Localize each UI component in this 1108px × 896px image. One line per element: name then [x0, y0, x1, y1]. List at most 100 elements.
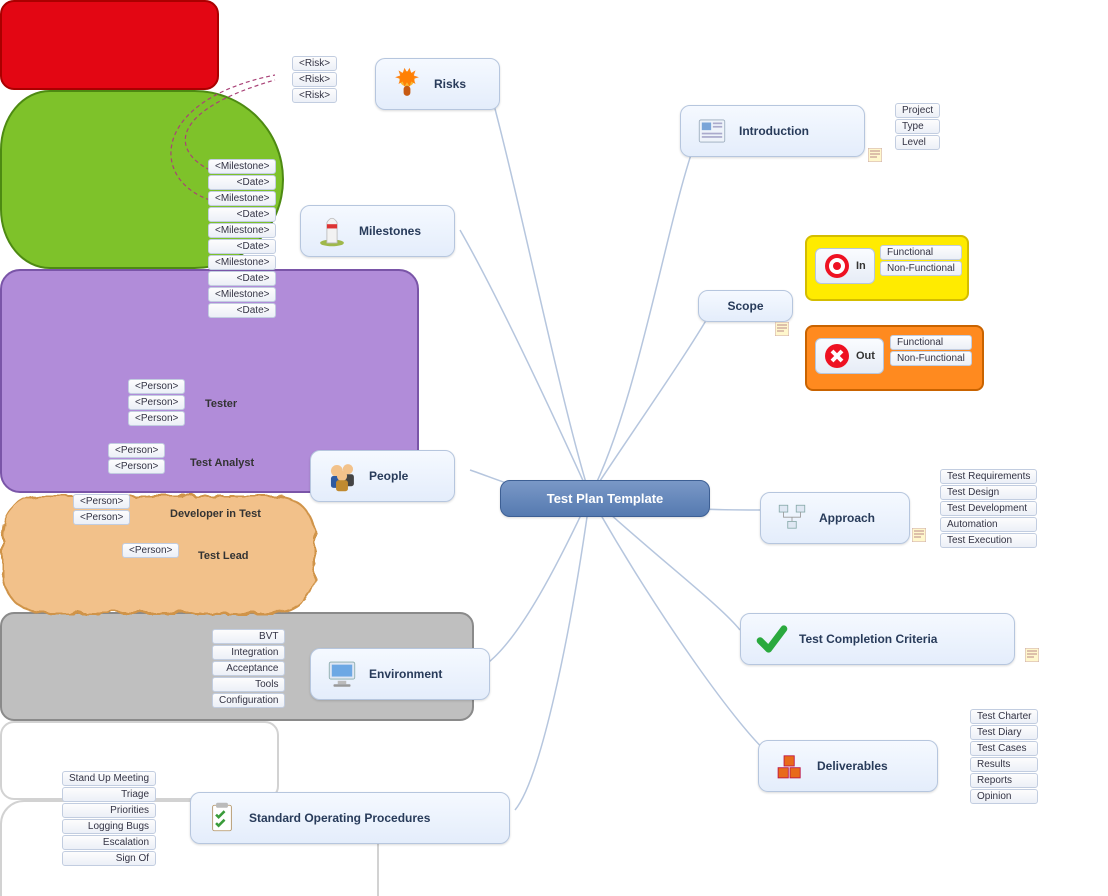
list-item[interactable]: Opinion	[970, 789, 1038, 804]
devtest-children: <Person> <Person>	[73, 493, 130, 526]
risks-children: <Risk> <Risk> <Risk>	[292, 55, 337, 104]
list-item[interactable]: <Person>	[108, 459, 165, 474]
list-item[interactable]: Configuration	[212, 693, 285, 708]
scope-in-node[interactable]: In	[815, 248, 875, 284]
list-item[interactable]: <Milestone>	[208, 159, 276, 174]
list-item[interactable]: <Milestone>	[208, 287, 276, 302]
note-icon[interactable]	[1025, 648, 1039, 662]
list-item[interactable]: Automation	[940, 517, 1037, 532]
environment-node[interactable]: Environment	[310, 648, 490, 700]
scope-in-label: In	[856, 260, 866, 272]
introduction-node[interactable]: Introduction	[680, 105, 865, 157]
risks-node[interactable]: Risks	[375, 58, 500, 110]
role-devtest[interactable]: Developer in Test	[170, 508, 261, 520]
list-item[interactable]: Test Development	[940, 501, 1037, 516]
list-item[interactable]: <Milestone>	[208, 223, 276, 238]
sop-children: Stand Up Meeting Triage Priorities Loggi…	[62, 770, 156, 867]
introduction-children: Project Type Level	[895, 102, 940, 151]
newspaper-icon	[695, 114, 729, 148]
scope-out-node[interactable]: Out	[815, 338, 884, 374]
list-item[interactable]: Escalation	[62, 835, 156, 850]
list-item[interactable]: BVT	[212, 629, 285, 644]
list-item[interactable]: <Date>	[208, 175, 276, 190]
list-item[interactable]: Acceptance	[212, 661, 285, 676]
milestones-label: Milestones	[359, 224, 421, 238]
list-item[interactable]: Reports	[970, 773, 1038, 788]
note-icon[interactable]	[775, 322, 789, 336]
list-item[interactable]: <Person>	[128, 411, 185, 426]
list-item[interactable]: Logging Bugs	[62, 819, 156, 834]
scope-node[interactable]: Scope	[698, 290, 793, 322]
list-item[interactable]: Priorities	[62, 803, 156, 818]
scope-out-label: Out	[856, 350, 875, 362]
list-item[interactable]: Non-Functional	[880, 261, 962, 276]
explosion-icon	[390, 67, 424, 101]
note-icon[interactable]	[912, 528, 926, 542]
tester-children: <Person> <Person> <Person>	[128, 378, 185, 427]
note-icon[interactable]	[868, 148, 882, 162]
environment-children: BVT Integration Acceptance Tools Configu…	[212, 628, 285, 709]
milestones-children: <Milestone> <Date> <Milestone> <Date> <M…	[208, 158, 276, 319]
list-item[interactable]: Sign Of	[62, 851, 156, 866]
deliverables-node[interactable]: Deliverables	[758, 740, 938, 792]
list-item[interactable]: Test Design	[940, 485, 1037, 500]
scope-label: Scope	[727, 299, 763, 313]
list-item[interactable]: Integration	[212, 645, 285, 660]
people-label: People	[369, 469, 408, 483]
approach-children: Test Requirements Test Design Test Devel…	[940, 468, 1037, 549]
list-item[interactable]: <Milestone>	[208, 191, 276, 206]
list-item[interactable]: <Person>	[73, 510, 130, 525]
list-item[interactable]: <Person>	[128, 379, 185, 394]
list-item[interactable]: Test Cases	[970, 741, 1038, 756]
sop-node[interactable]: Standard Operating Procedures	[190, 792, 510, 844]
list-item[interactable]: Project	[895, 103, 940, 118]
milestones-node[interactable]: Milestones	[300, 205, 455, 257]
role-tester[interactable]: Tester	[205, 398, 237, 410]
list-item[interactable]: Test Execution	[940, 533, 1037, 548]
risks-group	[0, 0, 219, 90]
list-item[interactable]: <Date>	[208, 271, 276, 286]
x-icon	[824, 343, 850, 369]
role-lead[interactable]: Test Lead	[198, 550, 249, 562]
lead-children: <Person>	[122, 542, 179, 559]
list-item[interactable]: Results	[970, 757, 1038, 772]
monitor-icon	[325, 657, 359, 691]
list-item[interactable]: Test Requirements	[940, 469, 1037, 484]
list-item[interactable]: Triage	[62, 787, 156, 802]
clipboard-icon	[205, 801, 239, 835]
list-item[interactable]: <Date>	[208, 303, 276, 318]
introduction-label: Introduction	[739, 124, 809, 138]
list-item[interactable]: <Risk>	[292, 72, 337, 87]
scope-out-children: Functional Non-Functional	[890, 334, 972, 367]
list-item[interactable]: <Person>	[73, 494, 130, 509]
list-item[interactable]: <Risk>	[292, 88, 337, 103]
list-item[interactable]: Stand Up Meeting	[62, 771, 156, 786]
list-item[interactable]: <Person>	[108, 443, 165, 458]
risks-label: Risks	[434, 77, 466, 91]
list-item[interactable]: Tools	[212, 677, 285, 692]
list-item[interactable]: Non-Functional	[890, 351, 972, 366]
center-label: Test Plan Template	[547, 491, 664, 506]
role-analyst[interactable]: Test Analyst	[190, 457, 254, 469]
sop-label: Standard Operating Procedures	[249, 811, 430, 825]
completion-label: Test Completion Criteria	[799, 632, 937, 646]
list-item[interactable]: Functional	[890, 335, 972, 350]
list-item[interactable]: Level	[895, 135, 940, 150]
list-item[interactable]: <Person>	[128, 395, 185, 410]
list-item[interactable]: <Date>	[208, 239, 276, 254]
flowchart-icon	[775, 501, 809, 535]
mindmap-canvas: Test Plan Template Risks <Risk> <Risk> <…	[0, 0, 1108, 896]
people-node[interactable]: People	[310, 450, 455, 502]
completion-node[interactable]: Test Completion Criteria	[740, 613, 1015, 665]
list-item[interactable]: Type	[895, 119, 940, 134]
list-item[interactable]: <Milestone>	[208, 255, 276, 270]
list-item[interactable]: Test Diary	[970, 725, 1038, 740]
center-node[interactable]: Test Plan Template	[500, 480, 710, 517]
list-item[interactable]: <Person>	[122, 543, 179, 558]
list-item[interactable]: <Risk>	[292, 56, 337, 71]
list-item[interactable]: <Date>	[208, 207, 276, 222]
people-icon	[325, 459, 359, 493]
list-item[interactable]: Functional	[880, 245, 962, 260]
approach-node[interactable]: Approach	[760, 492, 910, 544]
list-item[interactable]: Test Charter	[970, 709, 1038, 724]
